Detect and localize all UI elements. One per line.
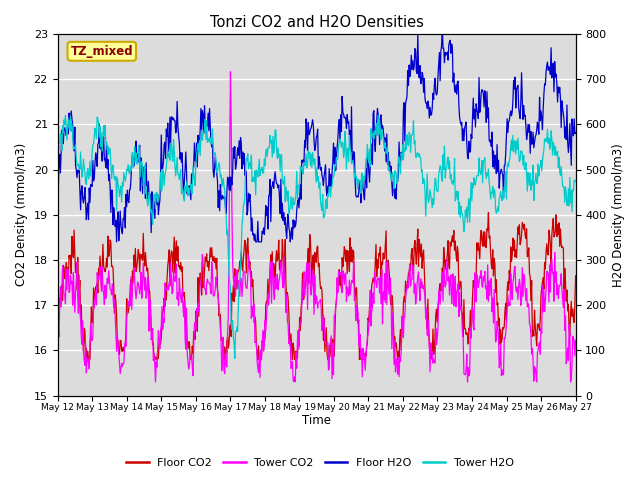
- Text: TZ_mixed: TZ_mixed: [70, 45, 133, 58]
- X-axis label: Time: Time: [302, 414, 331, 427]
- Title: Tonzi CO2 and H2O Densities: Tonzi CO2 and H2O Densities: [210, 15, 424, 30]
- Y-axis label: CO2 Density (mmol/m3): CO2 Density (mmol/m3): [15, 143, 28, 287]
- Y-axis label: H2O Density (mmol/m3): H2O Density (mmol/m3): [612, 143, 625, 287]
- Legend: Floor CO2, Tower CO2, Floor H2O, Tower H2O: Floor CO2, Tower CO2, Floor H2O, Tower H…: [122, 453, 518, 472]
